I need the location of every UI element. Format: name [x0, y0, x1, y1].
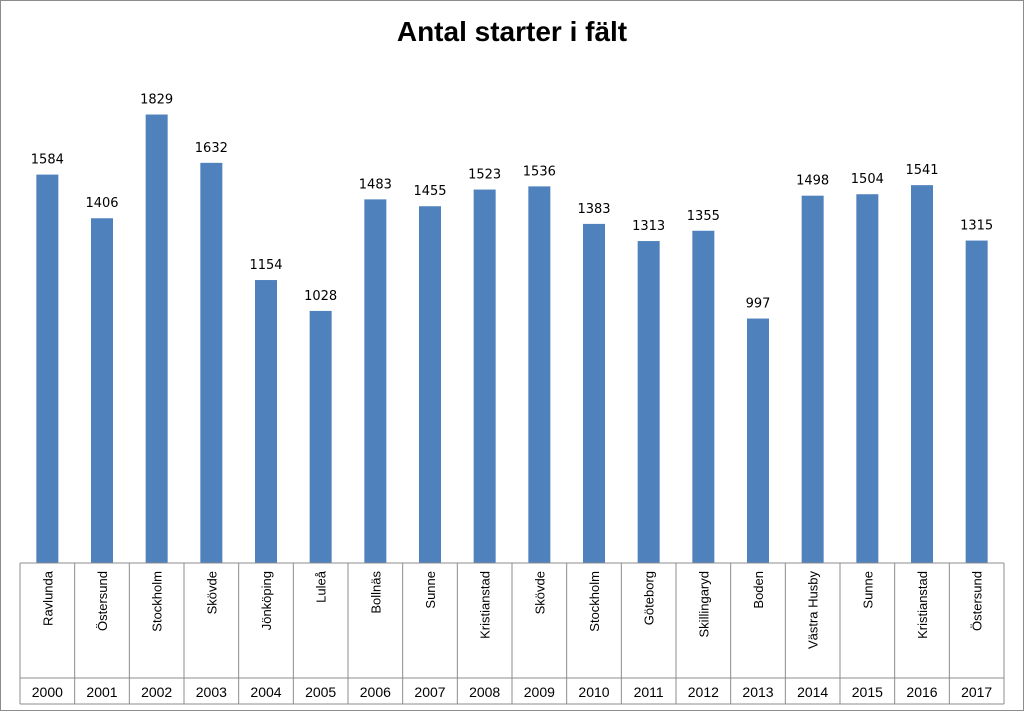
data-label: 1498 — [796, 174, 829, 189]
bar — [419, 206, 441, 563]
data-label: 1313 — [632, 219, 665, 234]
category-year-label: 2006 — [360, 684, 391, 700]
bar — [965, 240, 988, 563]
bar — [200, 162, 223, 563]
bar — [145, 114, 168, 563]
category-place-label: Kristianstad — [915, 571, 930, 639]
bar — [36, 174, 59, 563]
data-label: 1584 — [31, 153, 64, 168]
category-year-label: 2011 — [634, 684, 664, 700]
category-year-label: 2003 — [196, 684, 227, 700]
category-year-label: 2017 — [961, 684, 992, 700]
category-place-label: Östersund — [970, 571, 985, 631]
category-place-label: Stockholm — [150, 571, 165, 632]
category-place-label: Göteborg — [642, 571, 657, 625]
category-place-label: Skövde — [532, 571, 547, 614]
category-year-label: 2015 — [852, 684, 883, 700]
category-year-label: 2001 — [86, 684, 117, 700]
category-place-label: Bollnäs — [368, 571, 383, 614]
category-place-label: Sunne — [860, 571, 875, 609]
data-label: 1536 — [523, 164, 556, 179]
category-place-label: Jönköping — [259, 571, 274, 630]
bar — [801, 195, 824, 563]
category-place-label: Stockholm — [587, 571, 602, 632]
data-label: 1504 — [851, 172, 884, 187]
category-axis-table: Ravlunda 2000 Östersund 2001 Stockholm 2002 Sk… — [19, 562, 1005, 705]
bar — [583, 223, 605, 563]
data-label: 1829 — [140, 93, 173, 108]
data-label: 1383 — [577, 202, 610, 217]
bar — [364, 199, 387, 563]
data-label: 1028 — [304, 289, 337, 304]
category-year-label: 2007 — [414, 684, 445, 700]
category-place-label: Skövde — [204, 571, 219, 614]
category-place-label: Skillingaryd — [696, 571, 711, 637]
category-year-label: 2009 — [524, 684, 555, 700]
bar — [747, 318, 769, 563]
bar — [91, 218, 113, 564]
data-label: 1406 — [85, 196, 118, 211]
category-year-label: 2008 — [469, 684, 500, 700]
bar — [473, 189, 496, 563]
category-year-label: 2012 — [688, 684, 719, 700]
category-place-label: Ravlunda — [40, 570, 55, 626]
data-label: 1523 — [468, 168, 501, 183]
bar — [911, 185, 933, 564]
data-label: 1154 — [249, 258, 282, 273]
data-label: 1541 — [905, 163, 938, 178]
chart-title: Antal starter i fält — [396, 16, 628, 47]
category-place-label: Sunne — [423, 571, 438, 609]
data-label: 1315 — [960, 219, 993, 234]
category-year-label: 2014 — [797, 684, 828, 700]
data-label: 1355 — [687, 209, 720, 224]
category-year-label: 2004 — [250, 684, 281, 700]
data-label: 1483 — [359, 177, 392, 192]
category-year-label: 2016 — [906, 684, 937, 700]
category-year-label: 2000 — [32, 684, 63, 700]
data-label: 997 — [746, 297, 771, 312]
bars-group — [36, 114, 988, 564]
category-year-label: 2002 — [141, 684, 172, 700]
category-place-label: Västra Husby — [806, 571, 821, 650]
bar — [692, 230, 715, 563]
category-place-label: Östersund — [95, 571, 110, 631]
data-label: 1632 — [195, 141, 228, 156]
data-labels-group: 1584 1406 1829 1632 1154 1028 1483 1455 1523 1536… — [31, 93, 993, 312]
data-label: 1455 — [413, 184, 446, 199]
category-place-label: Kristianstad — [478, 571, 493, 639]
category-year-label: 2013 — [742, 684, 773, 700]
category-place-label: Luleå — [314, 570, 329, 603]
category-year-label: 2010 — [578, 684, 609, 700]
bar — [637, 241, 660, 563]
bar — [309, 310, 332, 563]
bar — [856, 194, 879, 564]
category-year-label: 2005 — [305, 684, 336, 700]
bar — [255, 280, 277, 563]
bar — [528, 186, 551, 563]
category-place-label: Boden — [751, 571, 766, 609]
